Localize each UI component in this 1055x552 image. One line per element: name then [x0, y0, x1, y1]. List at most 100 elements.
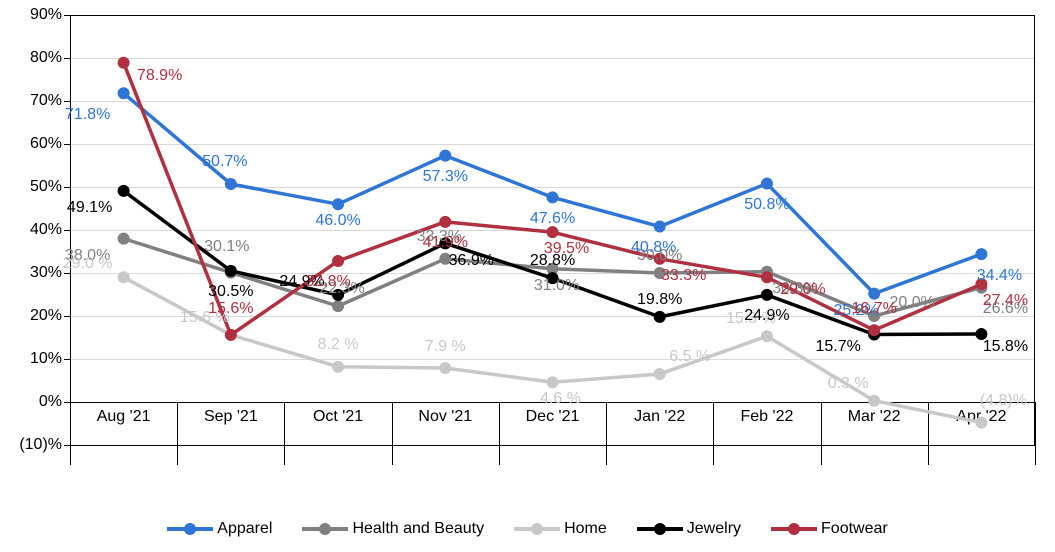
data-label-jewelry: 24.9%: [279, 273, 324, 291]
series-line-footwear: [124, 63, 982, 335]
legend-label: Jewelry: [687, 520, 741, 538]
gridline: [70, 230, 1035, 231]
x-axis-divider: [606, 402, 607, 465]
series-marker-apparel: [225, 178, 237, 190]
gridline: [70, 402, 1035, 403]
data-label-health: 30.3%: [772, 280, 817, 298]
series-marker-footwear: [332, 255, 344, 267]
series-marker-apparel: [975, 248, 987, 260]
legend-label: Apparel: [217, 520, 272, 538]
y-axis-label: (10)%: [19, 436, 62, 454]
legend-item-home: Home: [514, 520, 607, 538]
data-label-health: 38.0%: [65, 247, 110, 265]
data-label-home: 0.3 %: [828, 375, 869, 393]
legend-marker-icon: [184, 523, 196, 535]
series-marker-footwear: [868, 324, 880, 336]
data-label-health: 20.0%: [889, 294, 934, 312]
data-label-apparel: 25.2%: [833, 302, 878, 320]
series-marker-footwear: [654, 253, 666, 265]
gridline: [70, 58, 1035, 59]
x-axis-divider: [392, 402, 393, 465]
gridline: [70, 187, 1035, 188]
legend-marker-icon: [531, 523, 543, 535]
series-marker-apparel: [868, 288, 880, 300]
legend-label: Health and Beauty: [352, 520, 484, 538]
x-axis-label: Aug '21: [97, 408, 151, 426]
gridline: [70, 273, 1035, 274]
series-marker-apparel: [118, 87, 130, 99]
data-label-footwear: 33.3%: [661, 267, 706, 285]
series-marker-jewelry: [225, 265, 237, 277]
plot-border: [70, 15, 71, 445]
legend-swatch-apparel: [167, 523, 213, 535]
x-axis-divider: [1035, 402, 1036, 465]
x-axis-divider: [177, 402, 178, 465]
series-marker-jewelry: [761, 289, 773, 301]
series-marker-health: [118, 233, 130, 245]
x-axis-divider: [928, 402, 929, 465]
series-marker-footwear: [975, 278, 987, 290]
series-marker-health: [332, 300, 344, 312]
retail-category-trend-chart: (10)%0%10%20%30%40%50%60%70%80%90%Aug '2…: [0, 0, 1055, 552]
y-axis-label: 60%: [30, 135, 62, 153]
series-marker-jewelry: [332, 289, 344, 301]
data-label-jewelry: 28.8%: [530, 252, 575, 270]
plot-area: (10)%0%10%20%30%40%50%60%70%80%90%Aug '2…: [70, 15, 1035, 445]
data-label-home: 15.6 %: [180, 309, 230, 327]
x-axis-label: Apr '22: [956, 408, 1006, 426]
data-label-jewelry: 15.8%: [983, 338, 1028, 356]
legend-swatch-home: [514, 523, 560, 535]
legend-label: Footwear: [821, 520, 888, 538]
x-axis-label: Mar '22: [848, 408, 901, 426]
data-label-apparel: 50.7%: [202, 153, 247, 171]
data-label-apparel: 57.3%: [423, 168, 468, 186]
x-axis-label: Jan '22: [634, 408, 685, 426]
data-label-jewelry: 30.5%: [208, 283, 253, 301]
legend-item-jewelry: Jewelry: [637, 520, 741, 538]
series-marker-health: [761, 266, 773, 278]
legend-swatch-footwear: [771, 523, 817, 535]
data-label-health: 31.0%: [534, 277, 579, 295]
series-marker-apparel: [332, 198, 344, 210]
x-axis-label: Oct '21: [313, 408, 363, 426]
x-axis-label: Nov '21: [418, 408, 472, 426]
data-label-home: 15.3 %: [726, 310, 776, 328]
legend-label: Home: [564, 520, 607, 538]
series-line-home: [124, 277, 982, 422]
data-label-jewelry: 15.7%: [815, 338, 860, 356]
series-marker-home: [654, 368, 666, 380]
data-label-apparel: 46.0%: [315, 212, 360, 230]
y-axis-label: 30%: [30, 264, 62, 282]
legend-marker-icon: [654, 523, 666, 535]
x-axis-divider: [284, 402, 285, 465]
data-label-apparel: 71.8%: [65, 106, 110, 124]
data-label-health: 22.3%: [319, 280, 364, 298]
x-axis-divider: [499, 402, 500, 465]
data-label-footwear: 39.5%: [544, 240, 589, 258]
series-line-jewelry: [124, 191, 982, 335]
series-marker-home: [868, 395, 880, 407]
gridline: [70, 101, 1035, 102]
legend-marker-icon: [319, 523, 331, 535]
data-label-home: 8.2 %: [318, 336, 359, 354]
data-label-jewelry: 19.8%: [637, 291, 682, 309]
legend-item-apparel: Apparel: [167, 520, 272, 538]
legend-item-health: Health and Beauty: [302, 520, 484, 538]
data-label-apparel: 50.8%: [744, 196, 789, 214]
series-marker-home: [547, 376, 559, 388]
series-marker-home: [332, 361, 344, 373]
series-marker-footwear: [547, 226, 559, 238]
gridline: [70, 144, 1035, 145]
data-label-apparel: 40.8%: [631, 239, 676, 257]
series-line-health: [124, 239, 982, 316]
data-label-footwear: 16.7%: [851, 300, 896, 318]
data-label-apparel: 34.4%: [977, 267, 1022, 285]
gridline: [70, 359, 1035, 360]
data-label-footwear: 27.4%: [983, 292, 1028, 310]
legend-item-footwear: Footwear: [771, 520, 888, 538]
gridline: [70, 15, 1035, 16]
x-axis-divider: [821, 402, 822, 465]
series-marker-jewelry: [975, 328, 987, 340]
data-label-jewelry: 49.1%: [67, 199, 112, 217]
data-label-home: 4.6 %: [540, 390, 581, 408]
